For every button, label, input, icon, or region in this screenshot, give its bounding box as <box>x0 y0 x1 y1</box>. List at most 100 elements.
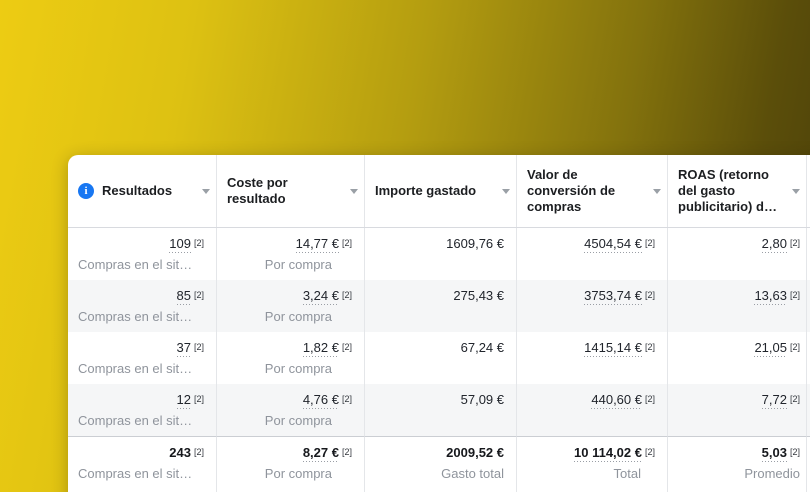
metric-value[interactable]: 1,82 € <box>302 340 339 357</box>
table-totals-row: 243 [2] Compras en el sit… 8,27 € [2] Por … <box>68 436 810 492</box>
chevron-down-icon[interactable] <box>202 189 210 194</box>
column-header-label: Valor de conversión de compras <box>527 167 616 214</box>
cell-coste-por-resultado: 4,76 € [2] Por compra <box>217 384 365 436</box>
metric-value[interactable]: 440,60 € <box>591 392 642 409</box>
metric-sublabel: Compras en el sit… <box>78 413 193 428</box>
footnote-ref: [2] <box>341 394 352 404</box>
metric-sublabel: Compras en el sit… <box>78 466 193 481</box>
ads-metrics-table-card: Resultados Coste por resultado Importe g… <box>68 155 810 492</box>
metric-sublabel: Gasto total <box>441 466 504 481</box>
metric-value[interactable]: 7,72 <box>761 392 787 409</box>
cell-importe-gastado: 1609,76 € <box>365 228 517 280</box>
metric-sublabel: Compras en el sit… <box>78 309 193 324</box>
metric-value[interactable]: 14,77 € <box>295 236 339 253</box>
cell-resultados: 85 [2] Compras en el sit… <box>68 280 217 332</box>
cell-importe-gastado: 57,09 € <box>365 384 517 436</box>
footnote-ref: [2] <box>341 447 352 457</box>
metric-sublabel: Compras en el sit… <box>78 361 193 376</box>
metric-value[interactable]: 109 <box>169 236 191 253</box>
footnote-ref: [2] <box>789 447 800 457</box>
metric-value: 57,09 € <box>460 392 504 407</box>
cell-cutoff <box>807 436 810 492</box>
cell-valor-conversion: 1415,14 € [2] <box>517 332 668 384</box>
metric-value[interactable]: 37 <box>176 340 191 357</box>
chevron-down-icon[interactable] <box>502 189 510 194</box>
metric-value[interactable]: 2,80 <box>761 236 787 253</box>
metric-value[interactable]: 21,05 <box>754 340 787 357</box>
metric-value[interactable]: 85 <box>176 288 191 305</box>
info-icon[interactable] <box>78 183 94 199</box>
footnote-ref: [2] <box>789 342 800 352</box>
column-header-label: Resultados <box>102 183 173 198</box>
metric-sublabel: Total <box>613 466 641 481</box>
footnote-ref: [2] <box>789 238 800 248</box>
chevron-down-icon[interactable] <box>653 189 661 194</box>
footnote-ref: [2] <box>341 342 352 352</box>
metric-value: 67,24 € <box>460 340 504 355</box>
table-row: 37 [2] Compras en el sit… 1,82 € [2] Por c… <box>68 332 810 384</box>
cell-coste-por-resultado: 1,82 € [2] Por compra <box>217 332 365 384</box>
column-header-roas[interactable]: ROAS (retorno del gasto publicitario) d… <box>668 155 807 227</box>
chevron-down-icon[interactable] <box>350 189 358 194</box>
table-row: 85 [2] Compras en el sit… 3,24 € [2] Por c… <box>68 280 810 332</box>
cell-gasto-total: 2009,52 € Gasto total <box>365 436 517 492</box>
metric-value: 243 <box>169 445 191 460</box>
metric-sublabel: Por compra <box>264 466 332 481</box>
metric-value[interactable]: 10 114,02 € <box>574 445 642 462</box>
column-header-valor-conversion[interactable]: Valor de conversión de compras <box>517 155 668 227</box>
cell-roas: 21,05 [2] <box>668 332 807 384</box>
cell-cutoff <box>807 280 810 332</box>
column-header-coste-por-resultado[interactable]: Coste por resultado <box>217 155 365 227</box>
footnote-ref: [2] <box>193 394 204 404</box>
metric-sublabel: Por compra <box>264 361 332 376</box>
footnote-ref: [2] <box>789 290 800 300</box>
metric-sublabel: Por compra <box>264 413 332 428</box>
column-header-label: Importe gastado <box>375 183 477 198</box>
footnote-ref: [2] <box>193 447 204 457</box>
footnote-ref: [2] <box>193 290 204 300</box>
metric-value: 275,43 € <box>453 288 504 303</box>
cell-roas-promedio: 5,03 [2] Promedio <box>668 436 807 492</box>
metric-value[interactable]: 12 <box>176 392 191 409</box>
metric-value[interactable]: 1415,14 € <box>584 340 642 357</box>
footnote-ref: [2] <box>193 238 204 248</box>
cell-resultados: 37 [2] Compras en el sit… <box>68 332 217 384</box>
footnote-ref: [2] <box>789 394 800 404</box>
metric-value[interactable]: 3,24 € <box>302 288 339 305</box>
metric-value: 1609,76 € <box>446 236 504 251</box>
cell-coste-total: 8,27 € [2] Por compra <box>217 436 365 492</box>
cell-roas: 2,80 [2] <box>668 228 807 280</box>
metric-sublabel: Compras en el sit… <box>78 257 193 272</box>
footnote-ref: [2] <box>644 238 655 248</box>
cell-cutoff <box>807 384 810 436</box>
metric-value[interactable]: 13,63 <box>754 288 787 305</box>
cell-cutoff <box>807 332 810 384</box>
column-header-resultados[interactable]: Resultados <box>68 155 217 227</box>
metric-sublabel: Por compra <box>264 309 332 324</box>
footnote-ref: [2] <box>644 290 655 300</box>
footnote-ref: [2] <box>644 447 655 457</box>
cell-resultados: 12 [2] Compras en el sit… <box>68 384 217 436</box>
footnote-ref: [2] <box>341 238 352 248</box>
column-header-label: ROAS (retorno del gasto publicitario) d… <box>678 167 777 214</box>
cell-resultados: 109 [2] Compras en el sit… <box>68 228 217 280</box>
footnote-ref: [2] <box>644 342 655 352</box>
footnote-ref: [2] <box>193 342 204 352</box>
column-header-importe-gastado[interactable]: Importe gastado <box>365 155 517 227</box>
table-header-row: Resultados Coste por resultado Importe g… <box>68 155 810 228</box>
metric-value[interactable]: 5,03 <box>761 445 787 462</box>
cell-roas: 7,72 [2] <box>668 384 807 436</box>
metric-value[interactable]: 3753,74 € <box>584 288 642 305</box>
cell-importe-gastado: 275,43 € <box>365 280 517 332</box>
cell-importe-gastado: 67,24 € <box>365 332 517 384</box>
cell-coste-por-resultado: 3,24 € [2] Por compra <box>217 280 365 332</box>
metric-value[interactable]: 8,27 € <box>302 445 339 462</box>
cell-valor-conversion: 440,60 € [2] <box>517 384 668 436</box>
cell-roas: 13,63 [2] <box>668 280 807 332</box>
metric-value: 2009,52 € <box>446 445 504 460</box>
metric-value[interactable]: 4,76 € <box>302 392 339 409</box>
cell-coste-por-resultado: 14,77 € [2] Por compra <box>217 228 365 280</box>
chevron-down-icon[interactable] <box>792 189 800 194</box>
metric-value[interactable]: 4504,54 € <box>584 236 642 253</box>
metric-sublabel: Por compra <box>264 257 332 272</box>
